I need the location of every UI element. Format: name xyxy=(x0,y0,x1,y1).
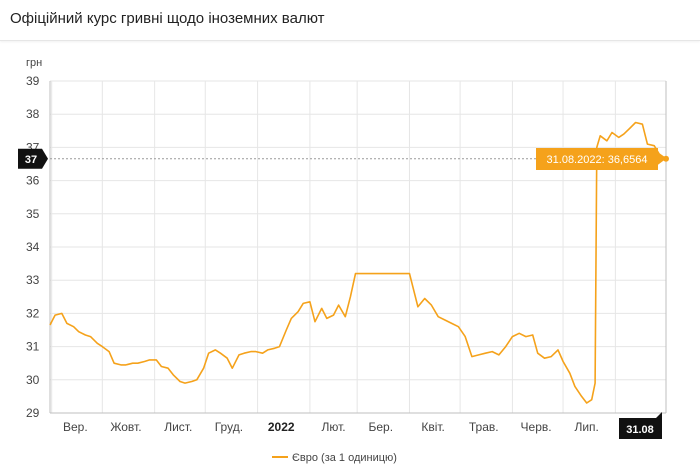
x-tick-label: Черв. xyxy=(521,420,552,434)
y-axis-tick-labels: 29 30 31 32 33 34 35 36 37 38 39 xyxy=(26,74,40,420)
x-tick-label: Трав. xyxy=(469,420,499,434)
x-tick-label: Лист. xyxy=(164,420,192,434)
series-line-euro[interactable] xyxy=(49,121,667,404)
x-crosshair-badge-label: 31.08 xyxy=(626,424,654,436)
hover-tooltip: 31.08.2022: 36,6564 xyxy=(536,148,666,170)
x-tick-label: 2022 xyxy=(268,420,295,434)
x-tick-label: Лип. xyxy=(574,420,598,434)
x-tick-label: Лют. xyxy=(321,420,345,434)
page-title: Офіційний курс гривні щодо іноземних вал… xyxy=(10,10,325,27)
y-tick-label: 30 xyxy=(26,373,40,387)
x-axis-tick-labels: Вер. Жовт. Лист. Груд. 2022 Лют. Бер. Квіт. Трав… xyxy=(63,420,599,434)
y-tick-label: 34 xyxy=(26,240,40,254)
header-bar: Офіційний курс гривні щодо іноземних вал… xyxy=(0,0,700,41)
y-tick-label: 35 xyxy=(26,207,40,221)
y-tick-label: 33 xyxy=(26,273,40,287)
grid-lines xyxy=(49,80,667,414)
y-tick-label: 36 xyxy=(26,174,40,188)
hover-tooltip-shape xyxy=(536,148,666,170)
hover-tooltip-label: 31.08.2022: 36,6564 xyxy=(547,154,648,166)
y-axis-unit-label: грн xyxy=(26,57,42,69)
y-crosshair-badge-shape xyxy=(18,148,48,169)
y-tick-label: 29 xyxy=(26,406,40,420)
x-crosshair-badge: 31.08 xyxy=(619,412,662,439)
y-crosshair-badge: 37 xyxy=(18,148,48,169)
x-tick-label: Груд. xyxy=(215,420,243,434)
legend-label-euro: Євро (за 1 одиницю) xyxy=(292,452,397,464)
y-crosshair-badge-label: 37 xyxy=(25,154,37,166)
x-crosshair-badge-shape xyxy=(619,412,662,439)
chart-legend[interactable]: Євро (за 1 одиницю) xyxy=(272,452,397,464)
y-tick-label: 39 xyxy=(26,74,40,88)
y-tick-label: 31 xyxy=(26,340,40,354)
x-tick-label: Жовт. xyxy=(110,420,141,434)
y-tick-label: 38 xyxy=(26,107,40,121)
y-tick-label: 32 xyxy=(26,306,40,320)
x-tick-label: Вер. xyxy=(63,420,88,434)
x-tick-label: Квіт. xyxy=(421,420,445,434)
x-tick-label: Бер. xyxy=(369,420,394,434)
